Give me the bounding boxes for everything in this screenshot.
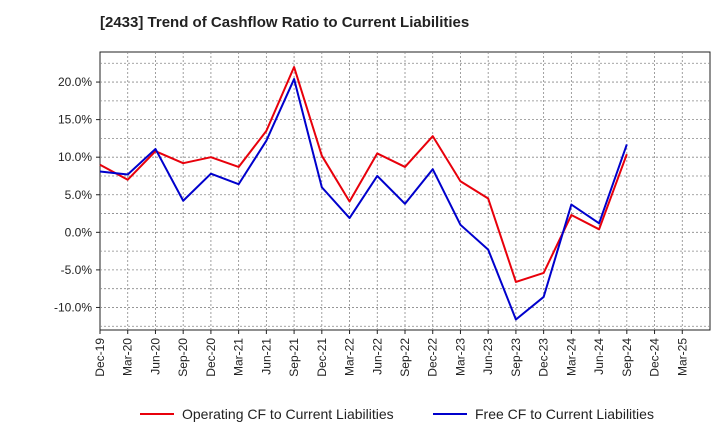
x-tick-label: Mar-22 bbox=[343, 338, 357, 376]
x-tick-label: Sep-20 bbox=[176, 338, 190, 377]
plot-background bbox=[99, 51, 711, 331]
x-tick-label: Sep-21 bbox=[287, 338, 301, 377]
y-tick-label: 15.0% bbox=[58, 113, 92, 127]
x-tick-label: Dec-22 bbox=[426, 338, 440, 377]
x-tick-label: Mar-23 bbox=[453, 338, 467, 376]
x-tick-label: Dec-23 bbox=[537, 338, 551, 377]
x-tick-label: Dec-20 bbox=[204, 338, 218, 377]
x-tick-label: Mar-25 bbox=[675, 338, 689, 376]
x-tick-label: Dec-19 bbox=[93, 338, 107, 377]
x-tick-label: Sep-22 bbox=[398, 338, 412, 377]
x-tick-label: Sep-24 bbox=[620, 338, 634, 377]
y-tick-label: 10.0% bbox=[58, 150, 92, 164]
y-axis-ticks: -10.0% -5.0% 0.0% 5.0% 10.0% 15.0% 20.0% bbox=[54, 75, 100, 314]
x-tick-label: Jun-24 bbox=[592, 338, 606, 375]
y-tick-label: -5.0% bbox=[61, 263, 93, 277]
y-tick-label: 20.0% bbox=[58, 75, 92, 89]
legend: Operating CF to Current Liabilities Free … bbox=[140, 406, 654, 422]
x-tick-label: Mar-20 bbox=[121, 338, 135, 376]
chart-title: [2433] Trend of Cashflow Ratio to Curren… bbox=[100, 14, 470, 31]
x-tick-label: Dec-24 bbox=[648, 338, 662, 377]
x-tick-label: Sep-23 bbox=[509, 338, 523, 377]
legend-label: Free CF to Current Liabilities bbox=[475, 406, 654, 422]
x-tick-label: Jun-23 bbox=[481, 338, 495, 375]
x-tick-label: Jun-21 bbox=[259, 338, 273, 375]
x-tick-label: Dec-21 bbox=[315, 338, 329, 377]
x-tick-label: Jun-22 bbox=[370, 338, 384, 375]
legend-label: Operating CF to Current Liabilities bbox=[182, 406, 394, 422]
series-lines bbox=[99, 66, 628, 321]
x-tick-label: Jun-20 bbox=[148, 338, 162, 375]
x-axis-ticks: Dec-19 Mar-20 Jun-20 Sep-20 Dec-20 Mar-21 Jun-… bbox=[93, 330, 689, 377]
series-line bbox=[99, 78, 628, 321]
y-tick-label: 5.0% bbox=[65, 188, 93, 202]
x-tick-label: Mar-24 bbox=[564, 338, 578, 376]
y-tick-label: -10.0% bbox=[54, 300, 92, 314]
y-tick-label: 0.0% bbox=[65, 225, 93, 239]
series-line bbox=[99, 66, 628, 283]
x-tick-label: Mar-21 bbox=[232, 338, 246, 376]
